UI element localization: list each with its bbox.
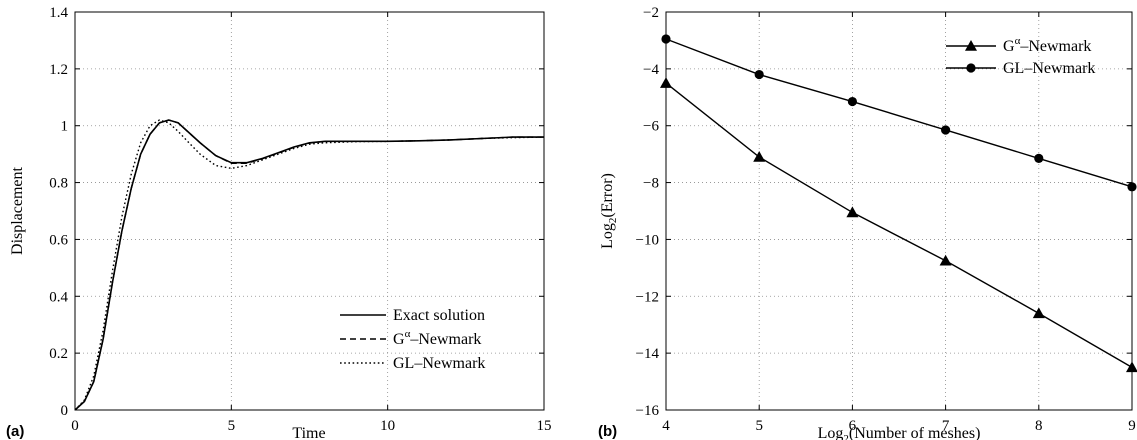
panel-b-ytick-label: −14 [636,346,660,362]
panel-a-ytick-label: 0.2 [49,346,68,362]
panel-b-series-2-point [941,125,951,135]
panel-b-legend-label: Gα–Newmark [1003,35,1091,55]
panel-a-ytick-label: 1 [61,119,69,135]
panel-b-curves [660,34,1137,373]
panel-b-plot-frame [665,11,1133,411]
panel-b-ytick-label: −8 [643,176,659,192]
panel-b-series-2-point [847,96,858,107]
panel-a-legend-label: Gα–Newmark [393,328,481,348]
panel-b-ytick-label: −6 [643,119,659,135]
panel-b-ytick-label: −12 [636,289,659,305]
panel-b-xtick-label: 6 [849,418,857,434]
panel-a-ytick-label: 0.8 [49,176,68,192]
panel-b-series-1-line [665,82,1133,368]
panel-a-ytick-label: 1.2 [49,62,68,78]
panel-a-xtick-label: 0 [71,418,79,434]
panel-a-ytick-label: 0.6 [49,232,68,248]
panel-a-legend: Exact solution Gα–Newmark GL–Newmark [340,307,485,372]
panel-a-curves [74,119,545,411]
panel-a-ticks: 0 5 10 15 0 0.2 0.4 0.6 0.8 1 1.2 1.4 [49,5,551,434]
panel-b-series-2-line [665,38,1133,188]
panel-b-ylabel: Log2(Error) [599,173,619,249]
panel-b-grid [666,12,1132,410]
panel-b-xlabel: Log2(Number of meshes) [818,425,981,440]
panel-b-xtick-label: 7 [942,418,950,434]
panel-b-series-1-point [753,150,766,162]
panel-b-ytick-label: −10 [636,232,659,248]
panel-b-legend-marker [965,40,977,51]
panel-b-legend-label: GL–Newmark [1003,60,1095,77]
panel-b-xtick-label: 4 [662,418,670,434]
panel-b-xtick-label: 8 [1035,418,1043,434]
panel-b-ytick-label: −16 [636,403,660,419]
panel-b-ytick-label: −4 [643,62,659,78]
panel-b-xtick-label: 5 [755,418,763,434]
panel-b-xtick-label: 9 [1128,418,1136,434]
panel-b-ytick-label: −2 [643,5,659,21]
panel-a-xtick-label: 5 [228,418,236,434]
panel-b-legend-marker [966,63,976,73]
panel-a-ytick-label: 0.4 [49,289,68,305]
panel-b-series-1-point [1032,307,1045,319]
panel-a-ylabel: Displacement [9,166,26,255]
panel-a-grid [75,12,544,410]
panel-b-series-2-point [1034,153,1044,164]
panel-b-series-2-point [754,69,764,80]
panel-b-series-1-point [939,254,952,266]
panel-a-xlabel: Time [292,425,325,440]
panel-a-legend-label: GL–Newmark [393,355,485,372]
panel-a-ytick-label: 0 [61,403,69,419]
panel-a-ytick-label: 1.4 [49,5,68,21]
panel-a-plot-frame [74,11,545,411]
panel-a-displacement-chart: 0 5 10 15 0 0.2 0.4 0.6 0.8 1 1.2 1.4 Time Displace… [6,5,552,440]
panel-b-ticks: 4 5 6 7 8 9 −16 −14 −12 −10 −8 −6 −4 −2 [636,5,1136,434]
panel-b-error-chart: 4 5 6 7 8 9 −16 −14 −12 −10 −8 −6 −4 −2 Log2(Number o… [598,5,1137,440]
panel-a-legend-label: Exact solution [393,307,485,324]
panel-a-xtick-label: 15 [537,418,552,434]
panel-b-legend: Gα–Newmark GL–Newmark [946,35,1095,77]
panel-b-label: (b) [598,423,617,440]
panel-a-label: (a) [6,423,24,440]
panel-b-series-1-point [846,206,859,218]
panel-a-xtick-label: 10 [380,418,395,434]
panel-a-series-2-line [74,119,544,411]
